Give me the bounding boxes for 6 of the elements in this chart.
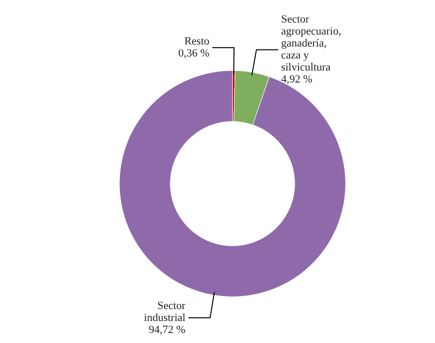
slice-label: Resto [184,36,210,48]
data-label: 0,36 % [178,48,210,60]
slice-label: Sector industrial [144,300,186,324]
data-label: 4,92 % [281,74,312,86]
slice-label: Sector agropecuario, ganadería, caza y silvicultura [281,14,342,74]
data-label: 94,72 % [148,324,186,336]
